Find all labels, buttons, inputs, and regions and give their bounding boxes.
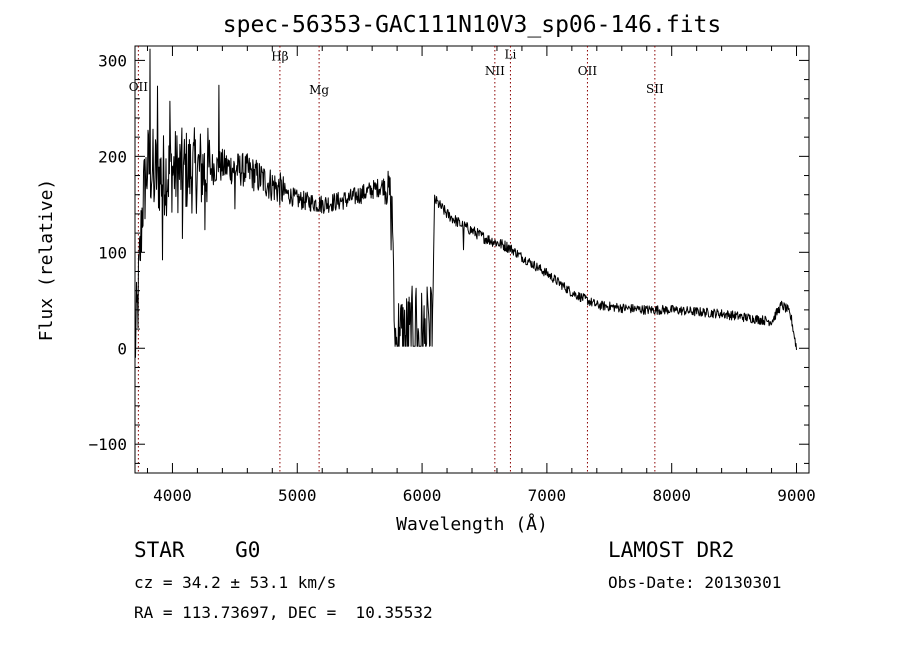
line-label: Hβ (271, 49, 288, 63)
y-tick-label: 200 (98, 147, 127, 166)
line-label: OII (129, 80, 149, 94)
y-tick-label: 100 (98, 243, 127, 262)
x-tick-label: 9000 (777, 486, 816, 505)
spectrum-trace (134, 48, 797, 358)
x-axis-label: Wavelength (Å) (396, 513, 548, 535)
x-tick-label: 8000 (652, 486, 691, 505)
spectrum-line (134, 48, 797, 358)
y-axis-label: Flux (relative) (36, 179, 57, 342)
x-tick-label: 7000 (528, 486, 567, 505)
plot-border (134, 45, 810, 474)
x-tick-label: 4000 (153, 486, 192, 505)
redshift-cz: cz = 34.2 ± 53.1 km/s (134, 573, 337, 592)
x-tick-label: 6000 (403, 486, 442, 505)
x-tick-label: 5000 (278, 486, 317, 505)
line-label: Mg (309, 83, 329, 97)
object-class: STAR G0 (134, 538, 261, 562)
survey-name: LAMOST DR2 (608, 538, 735, 562)
line-label: Li (505, 47, 517, 61)
y-tick-label: −100 (88, 435, 127, 454)
line-label: NII (485, 64, 505, 78)
y-tick-label: 0 (117, 339, 127, 358)
axis-ticks: 4000 5000 6000 7000 8000 9000 −100 0 100 200 300 (88, 46, 816, 505)
chart-title: spec-56353-GAC111N10V3_sp06-146.fits (223, 12, 722, 38)
line-label: OII (578, 64, 598, 78)
y-tick-label: 300 (98, 51, 127, 70)
observation-date: Obs-Date: 20130301 (608, 573, 782, 592)
line-label: SII (646, 82, 664, 96)
plot-frame (134, 45, 810, 474)
coordinates: RA = 113.73697, DEC = 10.35532 (134, 603, 433, 622)
